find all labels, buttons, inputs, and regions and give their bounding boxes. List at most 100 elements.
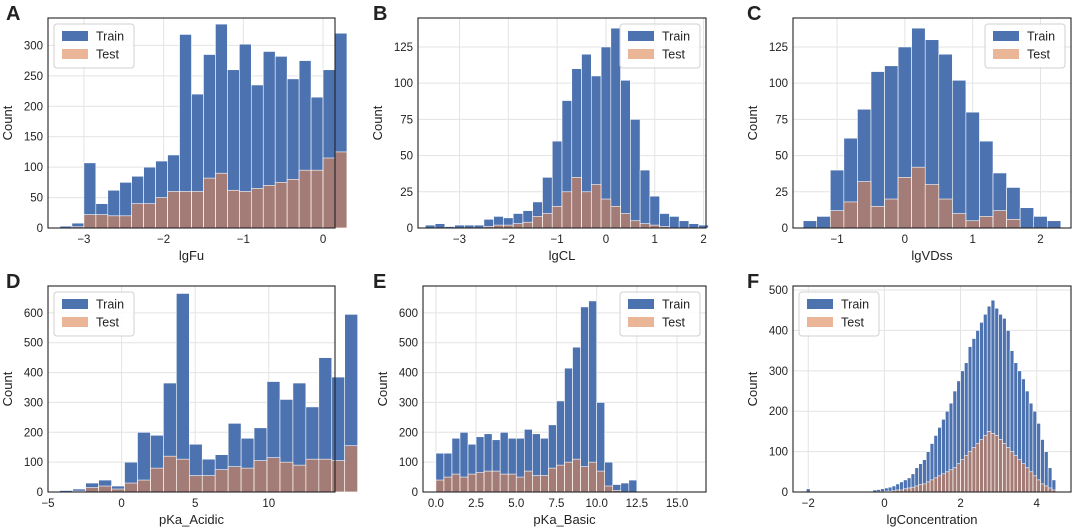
test-bar	[542, 213, 553, 229]
y-tick-label: 300	[24, 40, 43, 52]
train-bar	[649, 195, 660, 229]
legend: Train Test	[619, 23, 701, 69]
x-tick-label: 5.0	[508, 498, 524, 510]
test-bar	[286, 179, 300, 229]
train-bar	[965, 111, 980, 229]
test-bar	[1028, 471, 1034, 493]
legend-label: Test	[662, 48, 685, 62]
test-bar	[227, 466, 242, 493]
x-tick-label: 5	[192, 498, 198, 510]
test-bar	[443, 476, 453, 493]
test-bar	[580, 466, 589, 493]
y-tick-label: 125	[769, 42, 788, 54]
test-bar	[253, 460, 268, 493]
test-bar	[1036, 479, 1041, 493]
test-bar	[561, 191, 573, 229]
legend-test-swatch	[807, 317, 833, 327]
test-bar	[581, 191, 592, 229]
legend: Train Test	[798, 291, 880, 337]
y-tick-label: 50	[30, 193, 43, 205]
panel-letter: E	[373, 271, 386, 293]
test-bar	[1017, 459, 1022, 493]
legend-train-swatch	[993, 31, 1019, 41]
legend: Train Test	[53, 23, 135, 69]
y-tick-label: 100	[399, 457, 418, 469]
legend: Train Test	[53, 291, 135, 337]
train-bar	[434, 223, 446, 229]
test-bar	[933, 477, 939, 493]
y-tick-label: 0	[37, 487, 43, 499]
test-bar	[986, 431, 992, 493]
test-bar	[971, 447, 977, 493]
legend-label: Train	[662, 30, 690, 44]
y-tick-label: 200	[769, 406, 788, 418]
test-bar	[967, 451, 973, 493]
panel-letter: C	[747, 3, 761, 25]
test-bar	[1021, 463, 1026, 493]
y-tick-label: 100	[24, 457, 43, 469]
test-bar	[556, 464, 565, 493]
legend-label: Train	[662, 298, 690, 312]
test-bar	[524, 470, 533, 493]
y-tick-label: 75	[775, 114, 788, 126]
x-tick-label: −2	[502, 234, 515, 246]
test-bar	[952, 467, 958, 493]
test-bar	[911, 166, 926, 229]
y-tick-label: 300	[769, 366, 788, 378]
x-tick-label: −3	[453, 234, 466, 246]
panel-c: −1 0 1 2 0 25 50 75 100 125 lgVDss Count C Train Test	[745, 3, 1072, 263]
train-bar	[669, 216, 680, 229]
y-tick-label: 100	[24, 162, 43, 174]
test-bar	[1025, 467, 1030, 493]
test-bar	[532, 475, 541, 493]
train-bar	[620, 79, 631, 229]
test-bar	[515, 476, 525, 493]
test-bar	[924, 184, 940, 229]
test-bar	[250, 188, 264, 229]
test-bar	[1005, 447, 1011, 493]
test-bar	[870, 205, 885, 229]
legend-label: Test	[841, 316, 864, 330]
test-bar	[938, 198, 953, 229]
legend-test-swatch	[628, 49, 654, 59]
x-tick-label: 2	[1037, 234, 1043, 246]
test-bar	[604, 485, 614, 493]
test-bar	[941, 473, 946, 493]
test-bar	[522, 221, 534, 229]
test-bar	[298, 169, 312, 229]
test-bar	[143, 203, 156, 229]
test-bar	[318, 458, 333, 493]
train-bar	[639, 169, 651, 229]
test-bar	[499, 473, 509, 493]
y-tick-label: 300	[24, 397, 43, 409]
test-bar	[155, 197, 168, 229]
legend-test-swatch	[993, 49, 1019, 59]
test-bar	[983, 435, 988, 493]
y-tick-label: 100	[394, 78, 413, 90]
test-bar	[590, 184, 602, 229]
x-tick-label: −1	[551, 234, 564, 246]
test-bar	[975, 443, 980, 493]
x-tick-label: 0	[881, 498, 887, 510]
legend-test-swatch	[62, 317, 88, 327]
y-tick-label: 400	[399, 368, 418, 380]
test-bar	[1047, 487, 1053, 493]
test-bar	[279, 461, 294, 493]
x-tick-label: 0.0	[428, 498, 444, 510]
train-bar	[688, 223, 699, 229]
x-axis-label: lgVDss	[911, 248, 953, 263]
test-bar	[240, 467, 255, 493]
x-tick-label: 12.5	[626, 498, 648, 510]
x-axis-label: lgCL	[549, 248, 576, 263]
legend-label: Test	[96, 48, 119, 62]
legend-label: Test	[662, 316, 685, 330]
test-bar	[588, 461, 597, 493]
x-tick-label: 0	[320, 234, 326, 246]
test-bar	[310, 169, 324, 229]
train-bar	[816, 216, 831, 229]
x-tick-label: 0	[118, 498, 124, 510]
test-bar	[119, 215, 133, 229]
y-tick-label: 50	[400, 151, 413, 163]
test-bar	[191, 191, 204, 229]
